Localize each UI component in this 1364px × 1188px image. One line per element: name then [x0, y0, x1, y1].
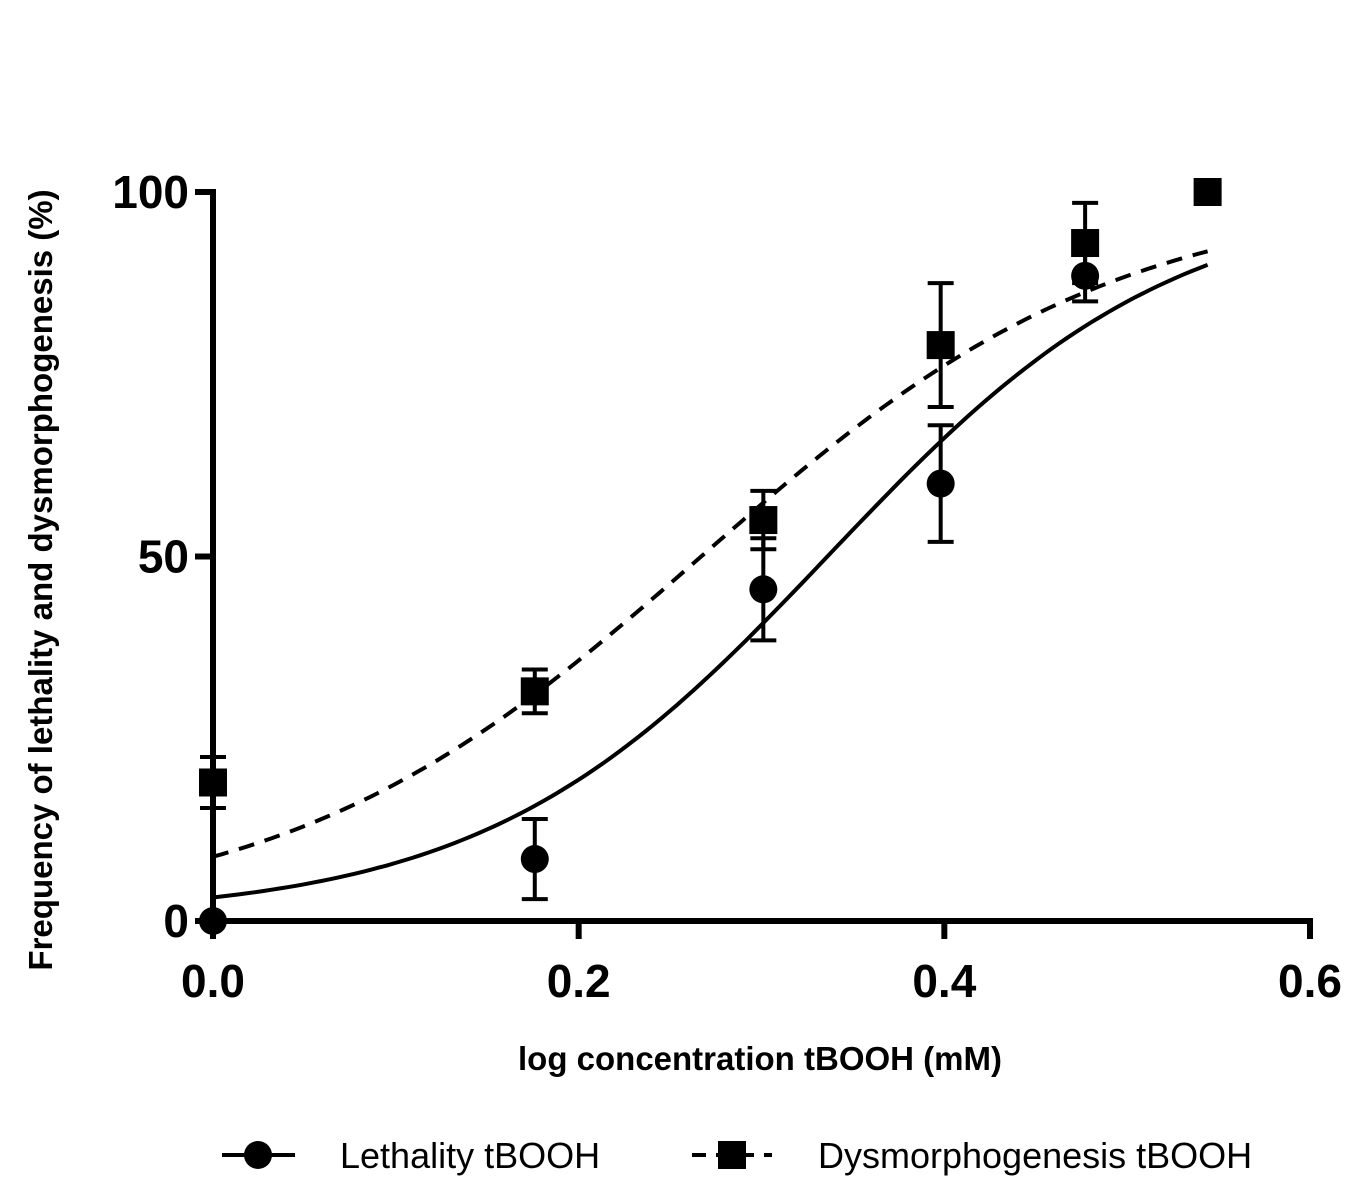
y-tick-label: 0	[163, 895, 189, 947]
y-axis-label: Frequency of lethality and dysmorphogene…	[22, 189, 59, 970]
y-axis-ticks: 0 50 100	[112, 166, 213, 947]
fit-curve-dysmorphogenesis	[212, 249, 1209, 859]
x-tick-label: 0.6	[1278, 955, 1342, 1007]
legend-marker-lethality	[244, 1141, 272, 1169]
data-point-circle	[1071, 261, 1100, 290]
legend-label-lethality: Lethality tBOOH	[340, 1135, 600, 1176]
y-tick-label: 50	[138, 531, 189, 583]
data-point-square	[1193, 178, 1222, 206]
data-point-circle	[749, 575, 778, 604]
legend-label-dysmorphogenesis: Dysmorphogenesis tBOOH	[818, 1135, 1252, 1176]
data-point-square	[749, 506, 778, 535]
data-markers	[199, 178, 1222, 935]
data-point-square	[926, 331, 955, 360]
plot-area	[199, 178, 1222, 935]
y-tick-label: 100	[112, 166, 189, 218]
x-axis-ticks: 0.0 0.2 0.4 0.6	[181, 921, 1342, 1007]
fit-curves	[212, 249, 1209, 900]
error-bars	[200, 200, 1099, 902]
fit-curve-lethality	[212, 262, 1209, 900]
x-tick-label: 0.0	[181, 955, 245, 1007]
data-point-circle	[520, 845, 549, 874]
legend: Lethality tBOOH Dysmorphogenesis tBOOH	[222, 1135, 1252, 1176]
legend-marker-dysmorphogenesis	[718, 1141, 746, 1169]
x-tick-label: 0.4	[912, 955, 976, 1007]
data-point-circle	[926, 469, 955, 498]
data-point-square	[1071, 229, 1100, 258]
x-tick-label: 0.2	[547, 955, 611, 1007]
axes: 0.0 0.2 0.4 0.6 0 50 100	[112, 166, 1342, 1007]
x-axis-label: log concentration tBOOH (mM)	[518, 1040, 1002, 1077]
data-point-square	[520, 677, 549, 706]
